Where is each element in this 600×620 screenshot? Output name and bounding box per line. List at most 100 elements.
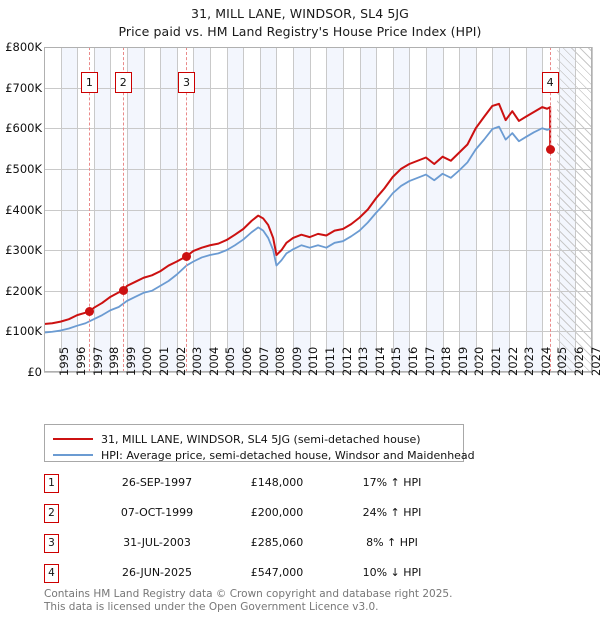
- x-tick-label: 2019: [455, 346, 470, 376]
- marker-vertical-lines: [44, 47, 592, 372]
- projection-hatch-region: [44, 47, 592, 372]
- legend-label-price-paid: 31, MILL LANE, WINDSOR, SL4 5JG (semi-de…: [101, 432, 421, 446]
- y-tick-label: £600K: [5, 121, 42, 136]
- x-tick-label: 2027: [588, 346, 600, 376]
- table-row[interactable]: 2 07-OCT-1999 £200,000 24% ↑ HPI: [44, 502, 464, 528]
- sale-marker-box-1[interactable]: 1: [80, 72, 98, 93]
- x-tick-label: 2002: [173, 346, 188, 376]
- row-sale-price: £285,060: [250, 536, 304, 549]
- row-marker-number[interactable]: 3: [44, 534, 59, 553]
- x-tick-label: 2026: [572, 346, 587, 376]
- row-hpi-delta: 17% ↑ HPI: [362, 476, 422, 489]
- sale-point-1[interactable]: [84, 307, 94, 317]
- gridline-horizontal: [44, 168, 592, 170]
- x-tick-label: 1997: [90, 346, 105, 376]
- x-tick-label: 2024: [538, 346, 553, 376]
- row-marker-number[interactable]: 2: [44, 504, 59, 523]
- gridline-vertical: [592, 47, 593, 372]
- x-tick-label: 2021: [489, 346, 504, 376]
- legend-swatch-price-paid: [53, 438, 93, 440]
- row-sale-price: £200,000: [250, 506, 304, 519]
- gridlines: [44, 47, 593, 373]
- row-marker-number[interactable]: 4: [44, 564, 59, 583]
- row-sale-date: 26-JUN-2025: [121, 566, 193, 579]
- gridline-horizontal: [44, 290, 592, 292]
- y-tick-label: £0: [27, 365, 42, 379]
- x-tick-label: 2003: [190, 346, 205, 376]
- marker-vline-1: [89, 47, 91, 372]
- y-tick-label: £800K: [5, 40, 42, 54]
- x-tick-label: 2005: [223, 346, 238, 376]
- sale-point-4[interactable]: [545, 145, 555, 155]
- chart-legend: 31, MILL LANE, WINDSOR, SL4 5JG (semi-de…: [44, 424, 475, 462]
- y-tick-label: £700K: [5, 80, 42, 95]
- x-tick-label: 2013: [356, 346, 371, 376]
- x-tick-label: 2017: [422, 346, 437, 376]
- row-sale-date: 26-SEP-1997: [121, 476, 193, 489]
- footer-line-1: Contains HM Land Registry data © Crown c…: [44, 588, 453, 600]
- line-hpi: [44, 125, 552, 334]
- x-tick-label: 2001: [156, 346, 171, 376]
- x-tick-label: 2008: [273, 346, 288, 376]
- gridline-horizontal: [44, 128, 592, 130]
- x-tick-label: 2014: [372, 346, 387, 376]
- x-tick-label: 2006: [239, 346, 254, 376]
- marker-vline-2: [123, 47, 125, 372]
- table-row[interactable]: 3 31-JUL-2003 £285,060 8% ↑ HPI: [44, 532, 464, 558]
- row-sale-date: 07-OCT-1999: [120, 506, 194, 519]
- future-projection-area: [557, 47, 592, 372]
- x-tick-label: 2009: [289, 346, 304, 376]
- x-tick-label: 2007: [256, 346, 271, 376]
- sale-point-2[interactable]: [118, 286, 128, 296]
- marker-vline-4: [550, 47, 552, 372]
- x-tick-label: 2018: [439, 346, 454, 376]
- x-tick-label: 1999: [123, 346, 138, 376]
- x-tick-label: 2015: [389, 346, 404, 376]
- marker-vline-3: [186, 47, 188, 372]
- sale-point-3[interactable]: [181, 251, 191, 261]
- y-tick-label: £300K: [5, 243, 42, 258]
- y-axis-tick-labels: £0 £100K £200K £300K £400K £500K £600K £700K £80…: [0, 0, 44, 620]
- row-marker-number[interactable]: 1: [44, 474, 59, 493]
- page-title: 31, MILL LANE, WINDSOR, SL4 5JG: [191, 6, 409, 21]
- x-tick-label: 2022: [505, 346, 520, 376]
- gridline-horizontal: [44, 331, 592, 333]
- x-tick-label: 2023: [522, 346, 537, 376]
- sale-marker-box-3[interactable]: 3: [177, 72, 195, 93]
- table-row[interactable]: 1 26-SEP-1997 £148,000 17% ↑ HPI: [44, 472, 464, 498]
- row-sale-price: £547,000: [250, 566, 304, 579]
- footer-line-2: This data is licensed under the Open Gov…: [44, 600, 379, 613]
- y-tick-label: £400K: [5, 202, 42, 217]
- x-tick-label: 1995: [57, 346, 72, 376]
- gridline-horizontal: [44, 209, 592, 211]
- sale-marker-box-2[interactable]: 2: [114, 72, 132, 93]
- y-tick-label: £200K: [5, 283, 42, 298]
- row-sale-price: £148,000: [250, 476, 304, 489]
- row-hpi-delta: 8% ↑ HPI: [366, 536, 418, 549]
- row-hpi-delta: 10% ↓ HPI: [362, 566, 422, 579]
- row-sale-date: 31-JUL-2003: [123, 536, 191, 549]
- x-tick-label: 2000: [140, 346, 155, 376]
- x-tick-label: 2011: [323, 346, 337, 376]
- x-tick-label: 2004: [206, 346, 221, 376]
- footer-attribution: Contains HM Land Registry data © Crown c…: [44, 588, 564, 613]
- y-tick-label: £500K: [5, 161, 42, 176]
- gridline-horizontal: [44, 250, 592, 252]
- x-tick-label: 2016: [406, 346, 421, 376]
- x-tick-label: 2025: [555, 346, 570, 376]
- legend-swatch-hpi: [53, 454, 93, 456]
- x-tick-label: 2020: [472, 346, 487, 376]
- x-tick-label: 1998: [107, 346, 122, 376]
- legend-label-hpi: HPI: Average price, semi-detached house,…: [101, 448, 475, 462]
- table-row[interactable]: 4 26-JUN-2025 £547,000 10% ↓ HPI: [44, 562, 464, 588]
- row-hpi-delta: 24% ↑ HPI: [362, 506, 422, 519]
- x-tick-label: 1996: [73, 346, 88, 376]
- gridline-horizontal: [44, 372, 592, 373]
- x-tick-label: 2012: [339, 346, 354, 376]
- x-tick-label: 2010: [306, 346, 321, 376]
- sale-marker-box-4[interactable]: 4: [541, 72, 559, 93]
- gridline-horizontal: [44, 87, 592, 89]
- y-tick-label: £100K: [5, 324, 42, 339]
